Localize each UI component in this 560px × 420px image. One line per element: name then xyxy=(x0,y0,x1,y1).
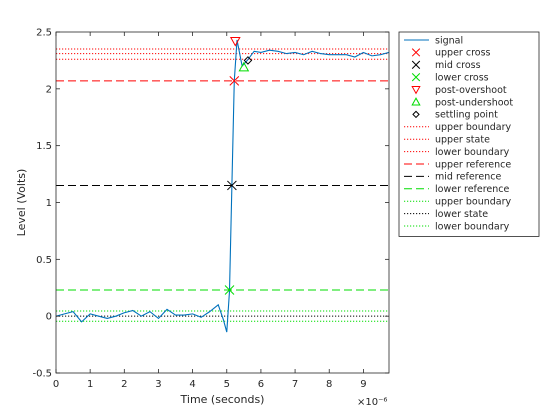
legend-entry-11: mid reference xyxy=(404,172,501,183)
legend-entry-9: lower boundary xyxy=(404,147,510,158)
legend-entry-4: post-overshoot xyxy=(411,85,507,96)
marker-3 xyxy=(229,36,241,47)
legend-label-13: upper boundary xyxy=(435,197,511,208)
y-tick-label-3: 1 xyxy=(46,198,52,209)
legend-entry-0: signal xyxy=(404,35,463,46)
x-tick-label-7: 7 xyxy=(292,379,298,390)
x-axis-exponent-label: ×10⁻⁶ xyxy=(357,397,387,408)
x-axis-label: Time (seconds) xyxy=(180,393,265,406)
legend-label-10: upper reference xyxy=(435,159,511,170)
legend-swatch-2 xyxy=(411,60,421,69)
x-tick-label-4: 4 xyxy=(189,379,195,390)
plot-area xyxy=(56,32,389,373)
x-tick-label-6: 6 xyxy=(258,379,264,390)
legend-entry-2: mid cross xyxy=(411,60,481,71)
marker-0 xyxy=(229,76,240,86)
legend-swatch-1-stroke-b xyxy=(411,48,421,57)
y-tick-label-6: 2.5 xyxy=(36,28,52,39)
legend-label-5: post-undershoot xyxy=(435,97,513,108)
legend-entry-3: lower cross xyxy=(411,73,489,84)
marker-1 xyxy=(227,180,237,191)
x-tick-label-1: 1 xyxy=(87,379,93,390)
legend-box xyxy=(398,31,540,237)
legend-label-6: settling point xyxy=(435,110,498,121)
legend-swatch-4 xyxy=(411,86,421,95)
x-tick-label-8: 8 xyxy=(326,379,332,390)
legend-swatch-5 xyxy=(411,97,421,106)
marker-2 xyxy=(224,285,235,295)
marker-2-stroke-b xyxy=(224,285,235,295)
legend-swatch-6 xyxy=(412,110,420,119)
y-tick-label-2: 0.5 xyxy=(36,255,52,266)
legend-label-11: mid reference xyxy=(435,172,501,183)
legend-entry-1: upper cross xyxy=(411,48,491,59)
legend-swatch-3-stroke-b xyxy=(411,73,421,82)
marker-1-stroke-b xyxy=(227,180,237,191)
legend-label-15: lower boundary xyxy=(435,221,510,232)
legend-label-9: lower boundary xyxy=(435,147,510,158)
y-tick-label-1: 0 xyxy=(46,312,52,323)
legend-label-1: upper cross xyxy=(435,48,491,59)
legend-entry-14: lower state xyxy=(404,209,488,220)
legend-entry-15: lower boundary xyxy=(404,221,510,232)
x-tick-label-0: 0 xyxy=(53,379,59,390)
legend-label-8: upper state xyxy=(435,135,490,146)
signal-line xyxy=(56,39,389,333)
legend-entry-7: upper boundary xyxy=(404,122,511,133)
legend-swatch-2-stroke-b xyxy=(411,60,421,69)
legend-entry-12: lower reference xyxy=(404,184,510,195)
legend-entry-6: settling point xyxy=(412,110,498,121)
legend-entry-10: upper reference xyxy=(404,159,511,170)
marker-0-stroke-b xyxy=(229,76,240,86)
marker-4 xyxy=(238,61,250,72)
legend-label-12: lower reference xyxy=(435,184,510,195)
x-tick-label-9: 9 xyxy=(360,379,366,390)
legend-entry-13: upper boundary xyxy=(404,197,511,208)
plot-content xyxy=(56,36,389,333)
legend-label-3: lower cross xyxy=(435,73,489,84)
legend-label-0: signal xyxy=(435,35,463,46)
y-tick-label-5: 2 xyxy=(46,84,52,95)
legend-label-2: mid cross xyxy=(435,60,481,71)
y-tick-label-0: -0.5 xyxy=(32,369,52,380)
legend-label-14: lower state xyxy=(435,209,488,220)
x-tick-label-3: 3 xyxy=(155,379,161,390)
y-axis-label: Level (Volts) xyxy=(15,169,28,237)
axes: 0 1 2 3 4 5 6 7 8 9-0.500.511.522.5 xyxy=(32,28,390,390)
x-tick-label-2: 2 xyxy=(121,379,127,390)
marker-5 xyxy=(243,56,253,65)
legend-label-4: post-overshoot xyxy=(435,85,507,96)
plot-background xyxy=(56,32,389,373)
legend-swatch-3 xyxy=(411,73,421,82)
y-tick-label-4: 1.5 xyxy=(36,141,52,152)
legend-entry-5: post-undershoot xyxy=(411,97,513,108)
legend-entry-8: upper state xyxy=(404,135,490,146)
legend-swatch-1 xyxy=(411,48,421,57)
x-tick-label-5: 5 xyxy=(224,379,230,390)
legend-label-7: upper boundary xyxy=(435,122,511,133)
